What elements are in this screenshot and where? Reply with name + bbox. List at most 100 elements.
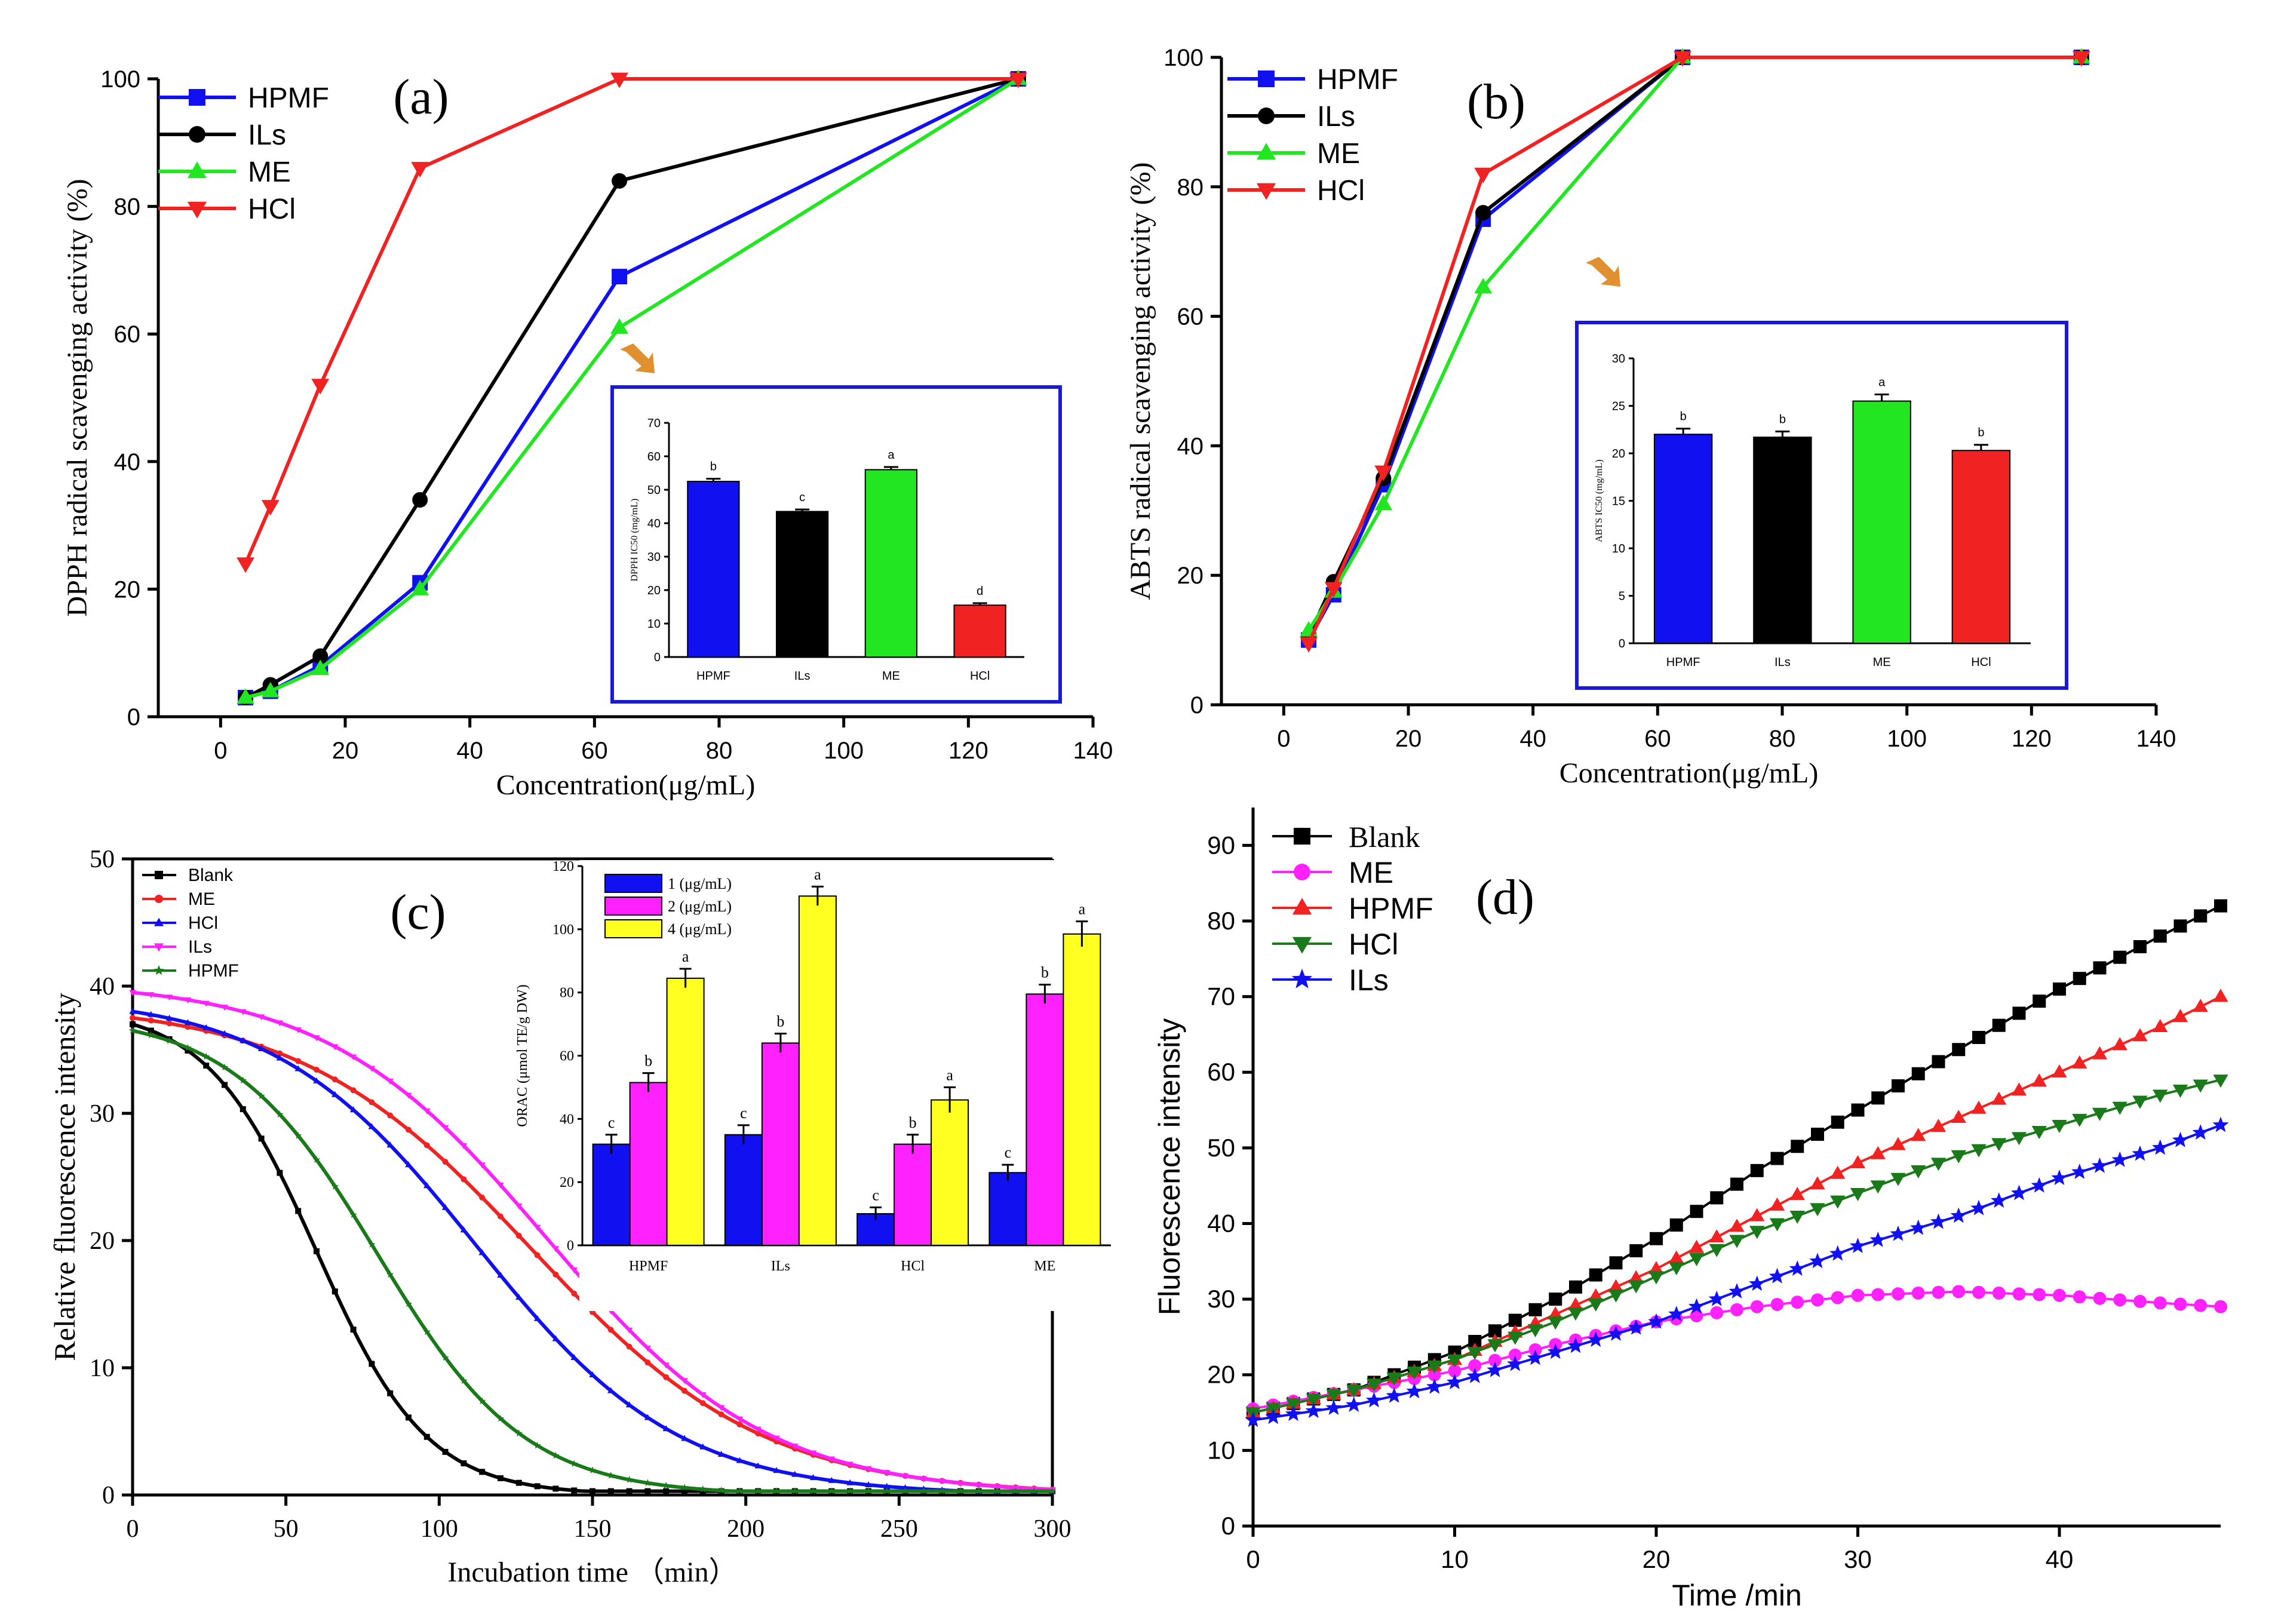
- data-point: [2012, 1006, 2026, 1020]
- inset-x-tick-label: HCl: [1971, 656, 1991, 669]
- data-point: [846, 1487, 854, 1494]
- significance-letter: d: [977, 585, 983, 598]
- x-tick-label: 40: [2046, 1545, 2074, 1573]
- x-tick-label: 60: [1644, 726, 1671, 752]
- data-point: [166, 1020, 173, 1027]
- data-point: [1750, 1163, 1764, 1177]
- data-point: [1407, 1366, 1422, 1380]
- legend-label: ME: [1349, 856, 1393, 889]
- data-point: [883, 1487, 891, 1494]
- data-point: [1386, 1373, 1402, 1386]
- inset-y-tick-label: 40: [560, 1112, 574, 1127]
- series-line-hpmf: [1252, 995, 2221, 1414]
- data-point: [294, 1065, 302, 1072]
- data-point: [1427, 1360, 1442, 1374]
- data-point: [1952, 1285, 1966, 1298]
- data-point: [313, 1077, 320, 1083]
- data-point: [1608, 1279, 1624, 1293]
- data-point: [423, 1182, 431, 1189]
- y-tick-label: 60: [114, 321, 141, 348]
- data-point: [1910, 1219, 1927, 1235]
- legend-marker: [1294, 828, 1310, 845]
- inset-y-tick-label: 70: [647, 417, 661, 430]
- data-point: [2172, 1084, 2188, 1098]
- x-tick-label: 200: [727, 1515, 765, 1543]
- x-tick-label: 140: [1073, 738, 1113, 764]
- data-point: [460, 1143, 468, 1150]
- inset-y-tick-label: 0: [567, 1238, 574, 1254]
- data-point: [828, 1487, 836, 1494]
- data-point: [663, 1374, 670, 1380]
- data-point: [610, 318, 629, 334]
- data-point: [791, 1470, 799, 1477]
- data-point: [1688, 1298, 1705, 1314]
- inset-bar: [724, 1134, 763, 1246]
- inset-bar: [1753, 436, 1812, 644]
- data-point: [479, 1195, 486, 1201]
- data-point: [2133, 940, 2147, 954]
- inset-legend-swatch: [604, 874, 662, 893]
- data-point: [699, 1488, 706, 1494]
- inset-bar-chart: 0 10 20 30 40 50 60 70 DPPH IC50 (mg/mL) b HPMF c IL…: [610, 385, 1062, 704]
- arrow-icon: [1586, 257, 1620, 287]
- legend-marker: [1256, 183, 1276, 200]
- data-point: [1306, 1393, 1321, 1407]
- legend-marker: [153, 917, 164, 926]
- data-point: [311, 379, 330, 395]
- y-tick-label: 40: [114, 449, 141, 475]
- data-point: [412, 492, 428, 508]
- data-point: [1791, 1140, 1804, 1153]
- data-point: [607, 1327, 614, 1333]
- data-point: [533, 1224, 541, 1231]
- data-point: [442, 1448, 449, 1455]
- inset-bar: [988, 1172, 1027, 1246]
- data-point: [2132, 1028, 2148, 1042]
- inset-bar: [592, 1143, 631, 1246]
- y-axis-label: Fluorescence intensity: [1153, 1018, 1186, 1315]
- data-point: [2033, 1288, 2046, 1301]
- data-point: [1508, 1348, 1522, 1362]
- data-point: [1869, 1232, 1886, 1247]
- data-point: [938, 1487, 946, 1494]
- data-point: [295, 1208, 302, 1214]
- data-point: [607, 1387, 615, 1393]
- data-point: [1468, 1359, 1482, 1373]
- arrow-icon: [620, 343, 655, 373]
- legend-label: Blank: [1349, 820, 1420, 854]
- data-point: [129, 990, 136, 996]
- data-point: [901, 1487, 909, 1494]
- y-tick-label: 50: [1207, 1134, 1235, 1162]
- data-point: [571, 1290, 578, 1297]
- data-point: [809, 1487, 817, 1494]
- data-point: [1588, 1298, 1604, 1312]
- data-point: [662, 1362, 670, 1369]
- data-point: [1608, 1289, 1624, 1303]
- legend-label: ILs: [188, 937, 212, 957]
- data-point: [1674, 51, 1692, 67]
- data-point: [1892, 1079, 1905, 1093]
- data-point: [240, 1106, 246, 1113]
- significance-letter: a: [888, 449, 895, 462]
- inset-bar: [864, 469, 918, 658]
- inset-bar: [1951, 450, 2011, 644]
- data-point: [1829, 1245, 1846, 1261]
- data-point: [1730, 1177, 1743, 1191]
- data-point: [411, 579, 429, 595]
- x-axis-label: Time /min: [1672, 1579, 1802, 1612]
- data-point: [185, 1047, 191, 1054]
- data-point: [1285, 1398, 1301, 1412]
- inset-y-tick-label: 10: [647, 618, 661, 631]
- data-point: [2091, 1157, 2108, 1173]
- data-point: [1972, 1030, 1985, 1044]
- significance-letter: b: [1779, 413, 1786, 426]
- data-point: [2133, 1294, 2147, 1308]
- data-point: [1851, 1103, 1865, 1117]
- data-point: [311, 659, 330, 676]
- y-tick-label: 50: [90, 846, 115, 873]
- data-point: [257, 1092, 265, 1100]
- data-point: [681, 1378, 688, 1384]
- data-point: [589, 1371, 596, 1378]
- data-point: [552, 1485, 559, 1492]
- data-point: [1750, 1300, 1764, 1313]
- data-point: [2213, 1075, 2228, 1088]
